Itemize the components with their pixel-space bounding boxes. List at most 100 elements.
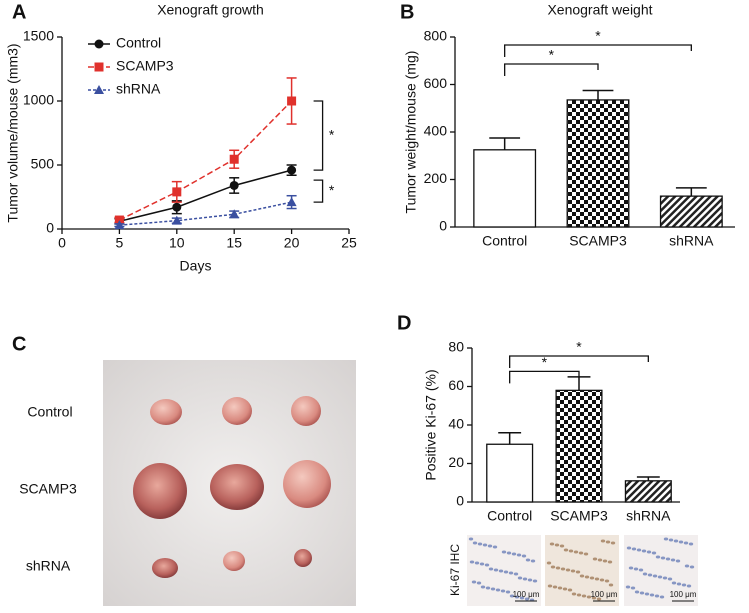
marker <box>287 96 297 106</box>
cell <box>485 586 491 590</box>
cell <box>557 586 563 590</box>
x-tick-label: 15 <box>226 235 242 251</box>
x-tick-label: 5 <box>116 235 124 251</box>
cell <box>474 561 480 565</box>
cell <box>596 597 602 601</box>
x-tick-label: shRNA <box>626 508 671 524</box>
cell <box>508 571 514 575</box>
cell <box>591 596 597 600</box>
y-axis-label: Tumor volume/mouse (mm3) <box>5 43 21 222</box>
cell <box>546 561 552 565</box>
cell <box>605 540 611 544</box>
line <box>119 169 292 223</box>
tumor <box>210 464 264 510</box>
cell <box>527 578 533 582</box>
ihc-image <box>467 535 541 606</box>
cell <box>549 542 555 546</box>
marker <box>172 202 182 212</box>
cell <box>517 576 523 580</box>
significance: * <box>595 28 601 44</box>
y-tick-label: 0 <box>46 220 54 236</box>
legend-marker <box>94 62 104 72</box>
marker <box>114 220 125 230</box>
cell <box>501 550 507 554</box>
bracket <box>509 370 580 384</box>
cell <box>659 595 665 599</box>
bar <box>486 443 534 503</box>
cell <box>554 543 560 547</box>
cell <box>578 551 584 555</box>
cell <box>552 585 558 589</box>
cell <box>633 567 639 571</box>
cell <box>503 570 509 574</box>
cell <box>651 551 657 555</box>
cell <box>562 587 568 591</box>
cell <box>663 537 669 541</box>
tumor <box>223 551 245 571</box>
cell <box>555 566 561 570</box>
cell <box>560 567 566 571</box>
cell <box>498 569 504 573</box>
legend-label: Control <box>116 35 161 51</box>
tumor <box>150 399 182 425</box>
y-tick-label: 80 <box>448 339 464 355</box>
row-label: SCAMP3 <box>19 481 77 497</box>
cell <box>668 538 674 542</box>
cell <box>599 578 605 582</box>
bracket <box>313 179 324 203</box>
bracket <box>509 355 649 368</box>
significance: * <box>329 126 335 142</box>
cell <box>490 587 496 591</box>
y-tick-label: 400 <box>424 123 448 139</box>
y-tick-label: 500 <box>31 156 55 172</box>
cell <box>567 588 573 592</box>
cell <box>469 560 475 564</box>
x-tick-label: SCAMP3 <box>550 508 608 524</box>
row-label: Control <box>27 404 72 420</box>
cell <box>589 576 595 580</box>
cell <box>471 580 477 584</box>
row-label: shRNA <box>26 558 71 574</box>
line <box>119 201 292 226</box>
cell <box>509 594 515 598</box>
scale-label: 100 μm <box>513 590 540 599</box>
marker <box>229 209 240 219</box>
bracket <box>504 44 692 57</box>
cell <box>477 542 483 546</box>
y-tick-label: 40 <box>448 416 464 432</box>
legend-marker <box>94 85 104 94</box>
cell <box>631 547 637 551</box>
cell <box>492 545 498 549</box>
bar <box>624 480 672 503</box>
y-tick-label: 0 <box>456 493 464 509</box>
cell <box>683 541 689 545</box>
y-tick-label: 20 <box>448 454 464 470</box>
error-bar <box>567 376 591 391</box>
marker <box>286 197 297 207</box>
scale-label: 100 μm <box>670 590 697 599</box>
marker <box>229 180 239 190</box>
marker <box>114 215 124 225</box>
ihc-image <box>624 535 698 606</box>
cell <box>500 589 506 593</box>
ihc-panel: Ki-67 IHC 100 μm 100 μm 100 μm <box>448 535 698 606</box>
cell <box>547 584 553 588</box>
cell <box>628 566 634 570</box>
significance: * <box>549 47 555 63</box>
tumor <box>291 396 321 426</box>
bracket <box>313 100 324 171</box>
x-tick-label: SCAMP3 <box>569 233 627 249</box>
cell <box>654 594 660 598</box>
ihc-image <box>545 535 619 606</box>
tumor <box>294 549 312 567</box>
cell <box>516 553 522 557</box>
marker <box>287 165 297 175</box>
cell <box>594 577 600 581</box>
tumor <box>152 558 178 578</box>
cell <box>610 541 616 545</box>
cell <box>639 591 645 595</box>
legend-label: shRNA <box>116 81 161 97</box>
cell <box>673 539 679 543</box>
cell <box>686 584 692 588</box>
bar <box>555 389 603 503</box>
